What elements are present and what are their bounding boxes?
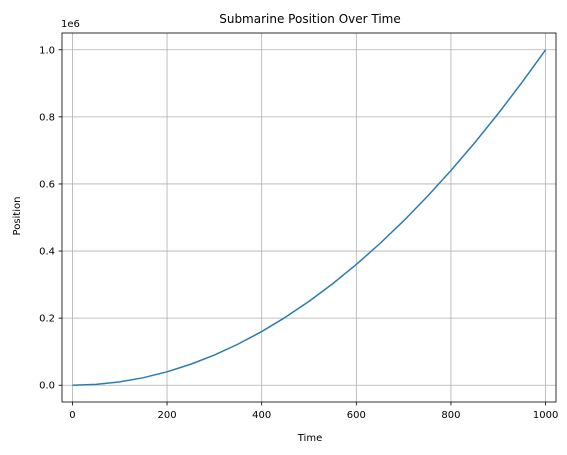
x-tick-label: 800 bbox=[441, 410, 460, 421]
series-layer bbox=[72, 49, 547, 386]
y-axis-ticks: 0.0 0.2 0.4 0.6 0.8 1.0 bbox=[39, 45, 62, 392]
x-tick-label: 1000 bbox=[533, 410, 558, 421]
y-offset-label: 1e6 bbox=[61, 19, 80, 30]
y-tick-label: 0.4 bbox=[39, 247, 55, 258]
x-axis-ticks: 0 200 400 600 800 1000 bbox=[69, 402, 558, 421]
chart-title: Submarine Position Over Time bbox=[219, 12, 401, 26]
x-tick-label: 400 bbox=[252, 410, 271, 421]
grid-lines bbox=[62, 33, 556, 402]
x-tick-label: 0 bbox=[69, 410, 75, 421]
y-axis-label: Position bbox=[12, 197, 23, 236]
y-tick-label: 0.8 bbox=[39, 112, 55, 123]
x-tick-label: 200 bbox=[157, 410, 176, 421]
y-tick-label: 1.0 bbox=[39, 45, 55, 56]
x-axis-label: Time bbox=[297, 433, 322, 444]
y-tick-label: 0.0 bbox=[39, 381, 55, 392]
plot-frame bbox=[61, 32, 557, 403]
x-tick-label: 600 bbox=[347, 410, 366, 421]
y-tick-label: 0.6 bbox=[39, 179, 55, 190]
y-tick-label: 0.2 bbox=[39, 314, 55, 325]
series-line bbox=[72, 49, 547, 386]
